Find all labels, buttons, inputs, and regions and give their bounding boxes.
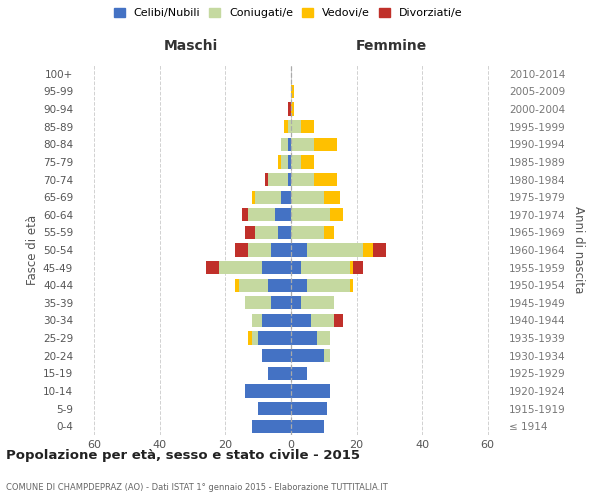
Bar [291,314,311,327]
Bar [275,208,291,222]
Bar [219,261,262,274]
Bar [265,173,268,186]
Text: Popolazione per età, sesso e stato civile - 2015: Popolazione per età, sesso e stato civil… [6,450,360,462]
Bar [314,173,337,186]
Bar [251,190,255,204]
Bar [291,226,324,239]
Bar [353,261,363,274]
Bar [262,261,291,274]
Bar [262,314,291,327]
Bar [235,278,239,292]
Bar [291,332,317,344]
Bar [251,332,258,344]
Bar [206,261,219,274]
Text: COMUNE DI CHAMPDEPRAZ (AO) - Dati ISTAT 1° gennaio 2015 - Elaborazione TUTTITALI: COMUNE DI CHAMPDEPRAZ (AO) - Dati ISTAT … [6,484,388,492]
Bar [301,296,334,310]
Bar [288,138,291,151]
Bar [324,226,334,239]
Legend: Celibi/Nubili, Coniugati/e, Vedovi/e, Divorziati/e: Celibi/Nubili, Coniugati/e, Vedovi/e, Di… [112,6,464,20]
Bar [245,296,271,310]
Bar [324,190,340,204]
Bar [258,402,291,415]
Bar [373,244,386,256]
Bar [288,120,291,134]
Y-axis label: Anni di nascita: Anni di nascita [572,206,585,294]
Bar [268,173,288,186]
Bar [301,156,314,168]
Bar [291,156,301,168]
Bar [281,156,288,168]
Bar [284,120,288,134]
Bar [291,296,301,310]
Bar [242,208,248,222]
Bar [239,278,268,292]
Text: Maschi: Maschi [164,38,218,52]
Bar [291,120,301,134]
Bar [268,366,291,380]
Bar [350,261,353,274]
Bar [331,208,343,222]
Bar [248,244,271,256]
Bar [291,420,324,433]
Bar [291,366,307,380]
Bar [288,156,291,168]
Bar [271,244,291,256]
Bar [291,384,331,398]
Bar [291,278,307,292]
Bar [288,173,291,186]
Bar [291,190,324,204]
Bar [291,85,294,98]
Bar [324,349,331,362]
Bar [334,314,343,327]
Bar [317,332,331,344]
Bar [307,244,363,256]
Bar [255,226,278,239]
Y-axis label: Fasce di età: Fasce di età [26,215,39,285]
Text: Femmine: Femmine [355,38,427,52]
Bar [311,314,334,327]
Bar [291,261,301,274]
Bar [307,278,350,292]
Bar [268,278,291,292]
Bar [255,190,281,204]
Bar [350,278,353,292]
Bar [301,261,350,274]
Bar [288,102,291,116]
Bar [258,332,291,344]
Bar [291,138,314,151]
Bar [262,349,291,362]
Bar [278,156,281,168]
Bar [363,244,373,256]
Bar [278,226,291,239]
Bar [248,332,251,344]
Bar [291,402,327,415]
Bar [245,384,291,398]
Bar [235,244,248,256]
Bar [291,208,331,222]
Bar [281,138,288,151]
Bar [301,120,314,134]
Bar [251,314,262,327]
Bar [248,208,275,222]
Bar [271,296,291,310]
Bar [291,102,294,116]
Bar [291,244,307,256]
Bar [251,420,291,433]
Bar [291,173,314,186]
Bar [281,190,291,204]
Bar [245,226,255,239]
Bar [314,138,337,151]
Bar [291,349,324,362]
